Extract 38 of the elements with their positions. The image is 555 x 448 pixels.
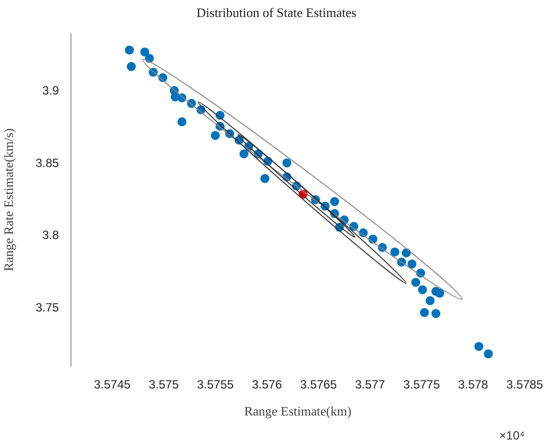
chart-title: Distribution of State Estimates — [196, 5, 356, 20]
text: ×10⁴ — [499, 428, 525, 442]
y-tick-label: 3.85 — [36, 156, 60, 170]
x-tick-label: 3.575 — [148, 378, 180, 392]
point — [426, 296, 435, 306]
y-tick-label: 3.8 — [42, 228, 60, 242]
point — [390, 247, 400, 256]
point — [282, 158, 292, 168]
point — [420, 308, 429, 318]
x-tick-label: 3.5785 — [506, 378, 544, 392]
point — [144, 54, 154, 63]
x-tick-label: 3.5745 — [94, 378, 131, 392]
point — [431, 309, 440, 318]
point — [435, 288, 444, 298]
y-axis-title: Range Rate Estimate(km/s) — [1, 128, 16, 272]
x-tick-label: 3.5765 — [300, 378, 338, 392]
point — [260, 174, 270, 184]
point — [411, 278, 420, 287]
x-tick-label: 3.576 — [252, 378, 282, 392]
y-tick-label: 3.9 — [42, 84, 60, 98]
point — [474, 342, 484, 351]
x-tick-label: 3.5755 — [196, 378, 234, 392]
point — [126, 62, 136, 72]
point — [407, 259, 416, 268]
x-tick-label: 3.5775 — [403, 378, 440, 392]
point — [124, 46, 134, 55]
point — [239, 149, 248, 158]
point — [484, 349, 493, 358]
y-tick-label: 3.75 — [36, 300, 60, 315]
point — [140, 47, 150, 56]
point — [177, 117, 186, 126]
point — [210, 130, 220, 140]
point — [330, 197, 340, 206]
x-axis-title: Range Estimate(km) — [244, 404, 352, 419]
point — [418, 285, 427, 294]
x-tick-label: 3.578 — [458, 378, 488, 392]
point — [402, 248, 411, 258]
x-tick-label: 3.577 — [354, 378, 386, 392]
